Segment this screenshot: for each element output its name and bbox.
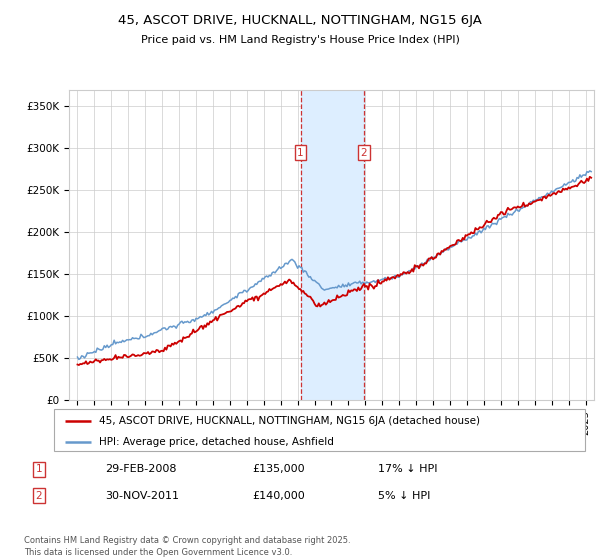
Text: £135,000: £135,000 [252,464,305,474]
Text: 30-NOV-2011: 30-NOV-2011 [105,491,179,501]
Text: HPI: Average price, detached house, Ashfield: HPI: Average price, detached house, Ashf… [99,437,334,446]
Text: 45, ASCOT DRIVE, HUCKNALL, NOTTINGHAM, NG15 6JA: 45, ASCOT DRIVE, HUCKNALL, NOTTINGHAM, N… [118,14,482,27]
Text: 5% ↓ HPI: 5% ↓ HPI [378,491,430,501]
Text: 17% ↓ HPI: 17% ↓ HPI [378,464,437,474]
FancyBboxPatch shape [54,409,585,451]
Bar [301,90,364,400]
Text: 2: 2 [361,148,367,157]
Text: 1: 1 [35,464,43,474]
Text: £140,000: £140,000 [252,491,305,501]
Text: 29-FEB-2008: 29-FEB-2008 [105,464,176,474]
Text: 1: 1 [297,148,304,157]
Text: Contains HM Land Registry data © Crown copyright and database right 2025.
This d: Contains HM Land Registry data © Crown c… [24,536,350,557]
Text: Price paid vs. HM Land Registry's House Price Index (HPI): Price paid vs. HM Land Registry's House … [140,35,460,45]
Text: 2: 2 [35,491,43,501]
Text: 45, ASCOT DRIVE, HUCKNALL, NOTTINGHAM, NG15 6JA (detached house): 45, ASCOT DRIVE, HUCKNALL, NOTTINGHAM, N… [99,416,480,426]
